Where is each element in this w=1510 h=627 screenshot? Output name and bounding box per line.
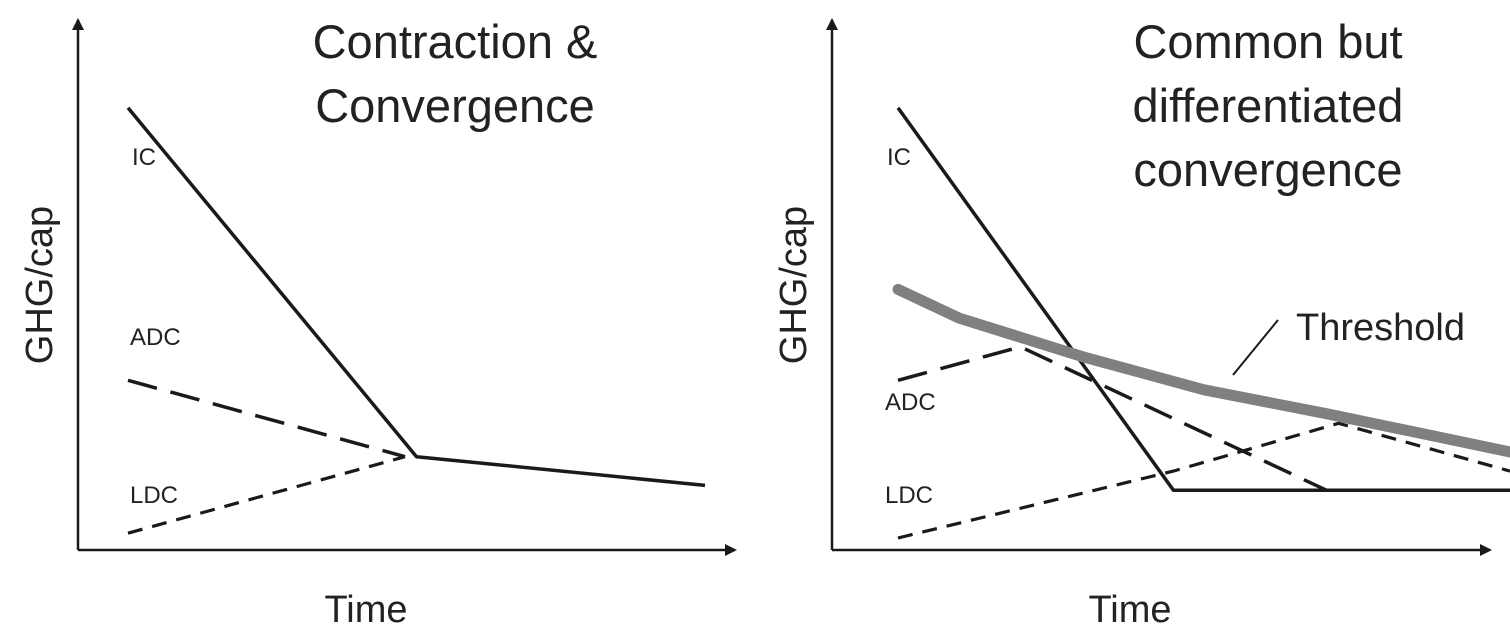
x-axis-label: Time <box>1088 589 1171 627</box>
series-line-ldc <box>897 421 1510 540</box>
series-label-ic: IC <box>132 144 156 171</box>
series-line-adc <box>127 378 406 459</box>
series-line-threshold <box>892 283 1510 458</box>
x-axis-label: Time <box>324 589 407 627</box>
plot-area <box>892 106 1510 540</box>
plot-area <box>126 106 706 535</box>
threshold-callout-line <box>1232 319 1279 376</box>
chart-title-line-1: Contraction & <box>313 15 598 68</box>
series-label-ldc: LDC <box>130 482 178 509</box>
chart-title-line-2: differentiated <box>1133 79 1404 132</box>
chart-panel-contraction-convergence: Contraction & Convergence Time GHG/cap I… <box>19 15 737 627</box>
chart-title-line-2: Convergence <box>315 79 595 132</box>
chart-title-line-3: convergence <box>1133 143 1402 196</box>
chart-title-line-1: Common but <box>1133 15 1402 68</box>
series-line-ic <box>896 106 1510 492</box>
series-line-ic <box>126 106 706 488</box>
chart-panel-common-differentiated: Common but differentiated convergence Ti… <box>773 15 1510 627</box>
threshold-label: Threshold <box>1296 307 1465 349</box>
series-label-adc: ADC <box>885 389 936 416</box>
series-line-adc <box>897 345 1328 492</box>
y-axis-label: GHG/cap <box>19 206 61 364</box>
series-label-adc: ADC <box>130 324 181 351</box>
series-label-ic: IC <box>887 144 911 171</box>
series-line-ldc <box>127 455 406 535</box>
y-axis-label: GHG/cap <box>773 206 815 364</box>
series-label-ldc: LDC <box>885 482 933 509</box>
